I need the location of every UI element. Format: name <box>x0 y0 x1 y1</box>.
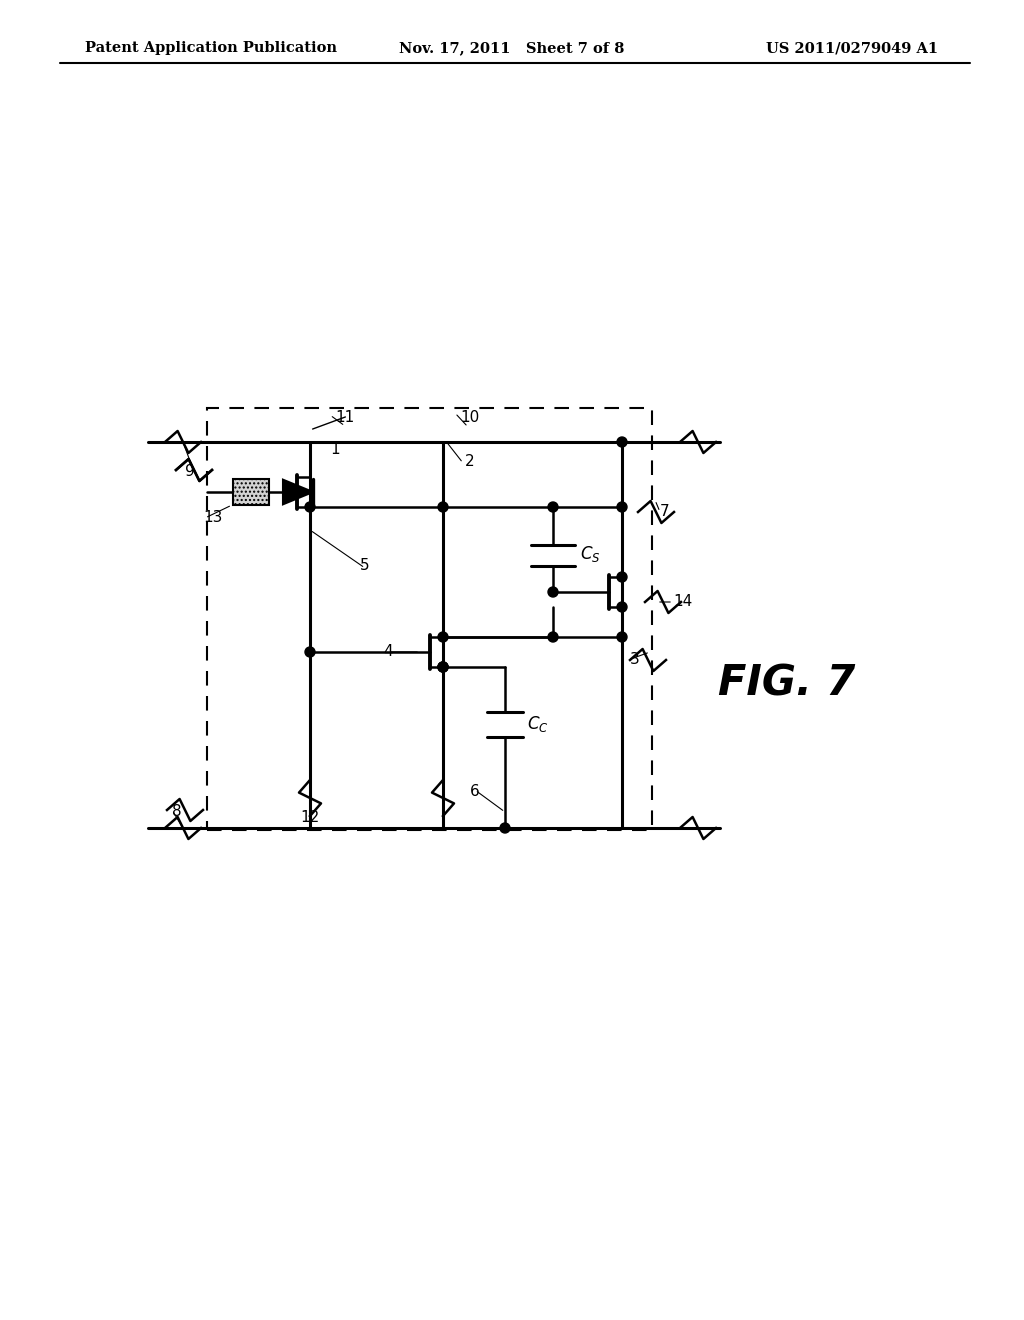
Text: $C_C$: $C_C$ <box>527 714 549 734</box>
Text: 7: 7 <box>660 504 670 520</box>
Text: 1: 1 <box>330 442 340 458</box>
Text: 9: 9 <box>185 465 195 479</box>
Text: 2: 2 <box>465 454 475 470</box>
Circle shape <box>548 502 558 512</box>
Circle shape <box>438 663 449 672</box>
Circle shape <box>438 663 449 672</box>
Text: Patent Application Publication: Patent Application Publication <box>85 41 337 55</box>
Text: FIG. 7: FIG. 7 <box>718 663 855 704</box>
Text: 14: 14 <box>673 594 692 610</box>
Text: 4: 4 <box>383 644 393 660</box>
Circle shape <box>617 632 627 642</box>
Circle shape <box>305 647 315 657</box>
Text: 3: 3 <box>630 652 640 668</box>
Text: 6: 6 <box>470 784 480 800</box>
Text: $C_S$: $C_S$ <box>580 544 601 565</box>
Circle shape <box>617 437 627 447</box>
Circle shape <box>617 572 627 582</box>
Bar <box>233 479 269 506</box>
Text: 12: 12 <box>300 810 319 825</box>
Circle shape <box>438 663 449 672</box>
Circle shape <box>548 587 558 597</box>
Polygon shape <box>283 479 313 504</box>
Circle shape <box>617 602 627 612</box>
Text: US 2011/0279049 A1: US 2011/0279049 A1 <box>766 41 938 55</box>
Text: 5: 5 <box>360 558 370 573</box>
Text: 11: 11 <box>336 411 354 425</box>
Circle shape <box>438 502 449 512</box>
Text: 13: 13 <box>203 511 222 525</box>
Bar <box>207 408 652 830</box>
Circle shape <box>617 502 627 512</box>
Text: 10: 10 <box>461 411 479 425</box>
Circle shape <box>438 632 449 642</box>
Text: 8: 8 <box>172 804 181 820</box>
Circle shape <box>500 822 510 833</box>
Circle shape <box>548 632 558 642</box>
Text: Nov. 17, 2011   Sheet 7 of 8: Nov. 17, 2011 Sheet 7 of 8 <box>399 41 625 55</box>
Circle shape <box>305 502 315 512</box>
